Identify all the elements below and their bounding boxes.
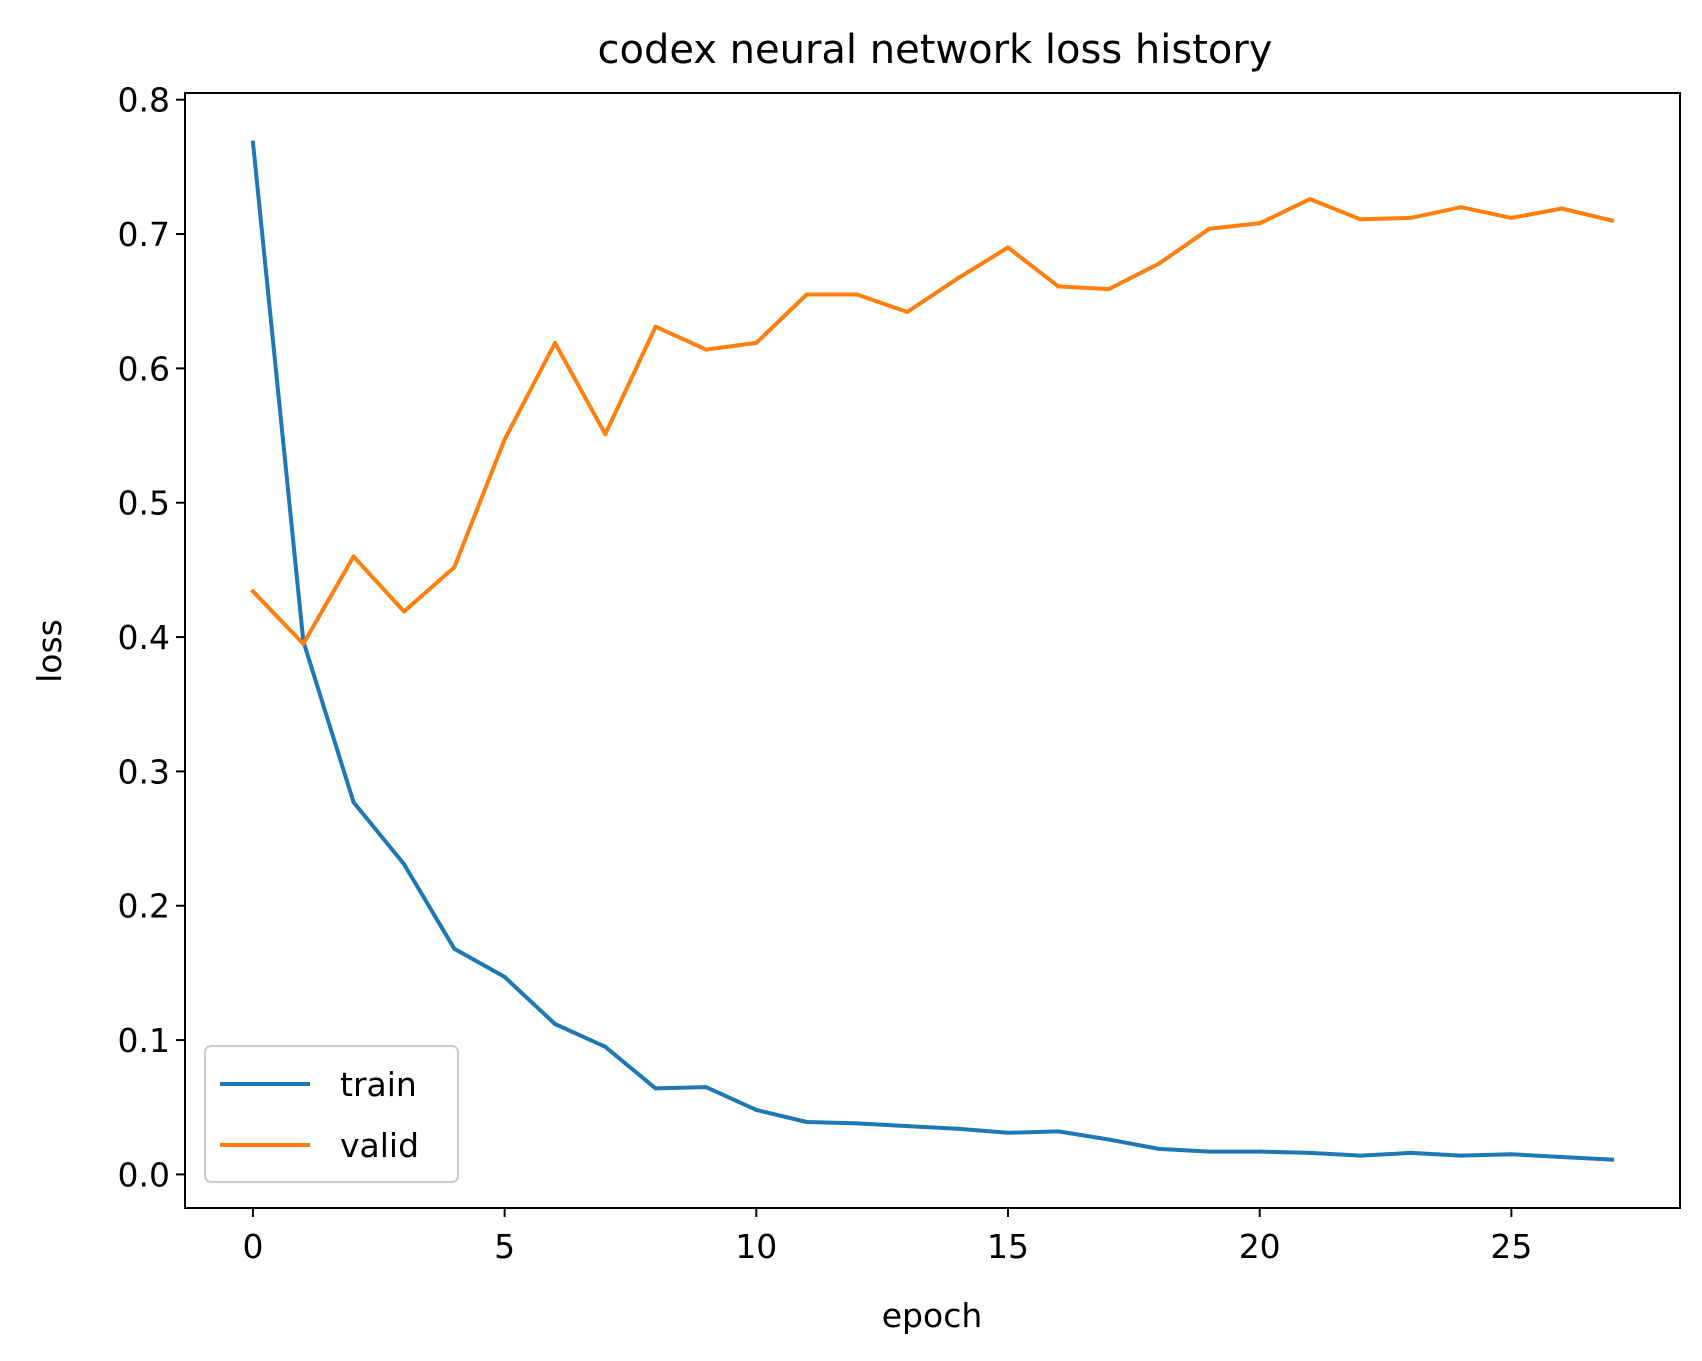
series-line-valid	[250, 197, 1615, 646]
data-point-valid	[452, 565, 457, 570]
legend-label-valid: valid	[340, 1126, 419, 1165]
data-point-train	[1610, 1157, 1615, 1162]
y-tick-label: 0.3	[118, 752, 170, 791]
data-point-train	[1157, 1146, 1162, 1151]
y-tick-label: 0.4	[118, 618, 170, 657]
y-axis-ticks: 0.0 0.1 0.2 0.3 0.4 0.5 0.6 0.7 0.8	[118, 81, 185, 1194]
data-point-train	[1459, 1153, 1464, 1158]
x-axis-ticks: 0 5 10 15 20 25	[242, 1208, 1532, 1266]
data-point-valid	[1106, 287, 1111, 292]
data-point-valid	[955, 276, 960, 281]
data-point-valid	[1358, 217, 1363, 222]
data-point-train	[905, 1124, 910, 1129]
series-line-train	[250, 140, 1615, 1162]
data-point-train	[754, 1107, 759, 1112]
data-point-train	[603, 1044, 608, 1049]
x-tick-label: 0	[242, 1227, 263, 1266]
data-point-valid	[250, 589, 255, 594]
data-point-train	[452, 946, 457, 951]
data-point-valid	[703, 347, 708, 352]
data-point-valid	[1056, 284, 1061, 289]
data-point-train	[502, 974, 507, 979]
data-point-train	[1308, 1150, 1313, 1155]
x-tick-label: 10	[735, 1227, 777, 1266]
data-point-train	[1257, 1149, 1262, 1154]
axes-frame	[184, 92, 1681, 1209]
data-point-valid	[754, 340, 759, 345]
data-point-valid	[1459, 205, 1464, 210]
data-point-train	[401, 862, 406, 867]
data-point-train	[653, 1086, 658, 1091]
data-point-valid	[1610, 218, 1615, 223]
data-point-train	[1006, 1130, 1011, 1135]
plot-area	[184, 92, 1681, 1209]
y-tick-label: 0.2	[118, 887, 170, 926]
data-point-valid	[603, 432, 608, 437]
data-point-valid	[905, 309, 910, 314]
data-point-valid	[653, 324, 658, 329]
data-point-valid	[1157, 261, 1162, 266]
data-point-valid	[1509, 215, 1514, 220]
data-point-train	[1358, 1153, 1363, 1158]
data-point-train	[1207, 1149, 1212, 1154]
data-point-valid	[401, 609, 406, 614]
legend-label-train: train	[340, 1065, 417, 1104]
data-point-train	[250, 140, 255, 145]
y-tick-label: 0.6	[118, 349, 170, 388]
data-point-valid	[552, 340, 557, 345]
y-axis-label: loss	[30, 619, 69, 683]
data-point-train	[552, 1021, 557, 1026]
data-point-valid	[301, 641, 306, 646]
y-tick-label: 0.7	[118, 215, 170, 254]
data-point-valid	[502, 437, 507, 442]
y-tick-label: 0.0	[118, 1155, 170, 1194]
data-point-valid	[1559, 206, 1564, 211]
y-tick-label: 0.1	[118, 1021, 170, 1060]
y-tick-label: 0.8	[118, 81, 170, 120]
data-point-train	[1509, 1152, 1514, 1157]
data-point-train	[804, 1120, 809, 1125]
data-point-valid	[351, 554, 356, 559]
x-tick-label: 25	[1490, 1227, 1532, 1266]
legend: train valid	[204, 1045, 459, 1183]
data-point-valid	[804, 292, 809, 297]
chart-title: codex neural network loss history	[598, 27, 1273, 73]
data-point-train	[351, 800, 356, 805]
data-point-train	[1106, 1137, 1111, 1142]
plot-background	[185, 93, 1680, 1208]
data-point-valid	[1408, 215, 1413, 220]
data-point-train	[955, 1126, 960, 1131]
x-axis-label: epoch	[882, 1296, 983, 1335]
x-tick-label: 20	[1239, 1227, 1281, 1266]
data-point-valid	[854, 292, 859, 297]
y-tick-label: 0.5	[118, 484, 170, 523]
data-point-train	[1056, 1129, 1061, 1134]
data-point-valid	[1207, 226, 1212, 231]
data-point-valid	[1308, 197, 1313, 202]
series-layer	[250, 140, 1615, 1162]
data-point-train	[703, 1085, 708, 1090]
legend-box	[204, 1045, 459, 1183]
data-point-train	[854, 1121, 859, 1126]
data-point-valid	[1006, 245, 1011, 250]
data-point-train	[1408, 1150, 1413, 1155]
data-point-valid	[1257, 221, 1262, 226]
x-tick-label: 5	[494, 1227, 515, 1266]
data-point-train	[1559, 1154, 1564, 1159]
x-tick-label: 15	[987, 1227, 1029, 1266]
